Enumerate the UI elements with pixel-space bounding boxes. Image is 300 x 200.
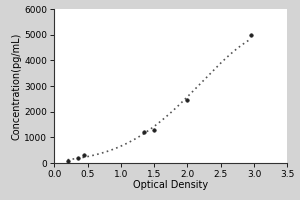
X-axis label: Optical Density: Optical Density: [133, 180, 208, 190]
Y-axis label: Concentration(pg/mL): Concentration(pg/mL): [12, 32, 22, 140]
